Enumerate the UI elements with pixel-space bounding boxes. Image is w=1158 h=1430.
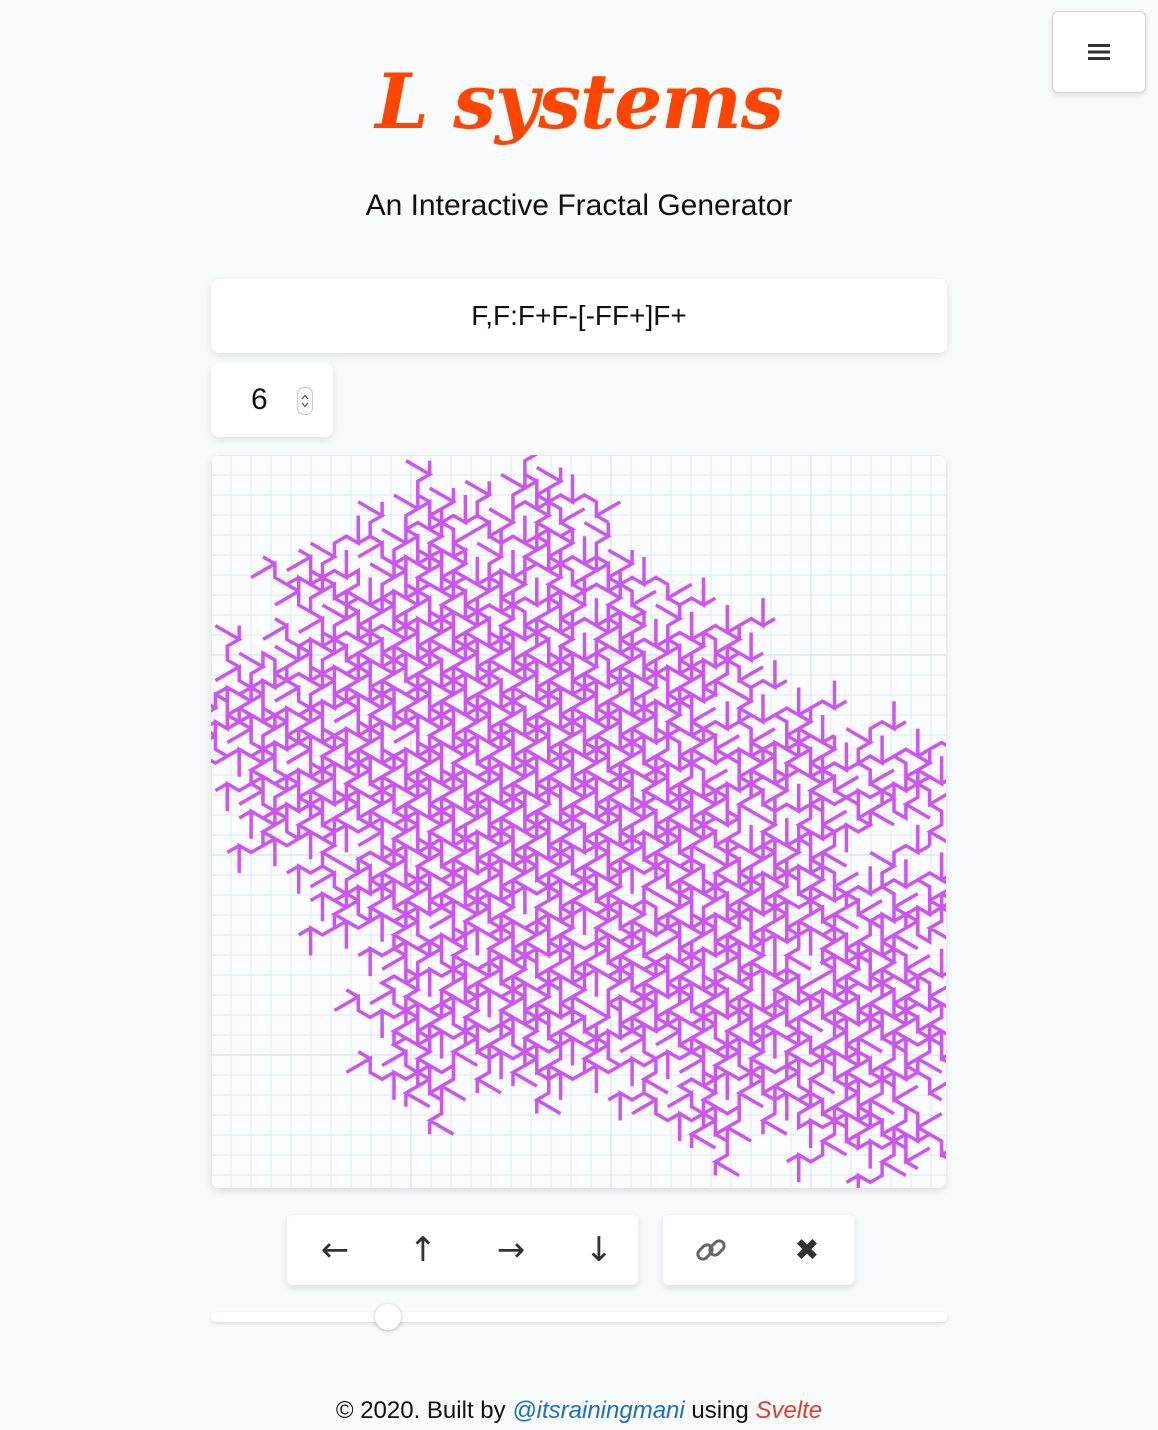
page-title: L systems [375, 57, 783, 146]
iterations-value: 6 [251, 383, 268, 416]
iterations-stepper[interactable] [297, 387, 313, 415]
iterations-input[interactable]: 6 [211, 363, 333, 437]
zoom-slider[interactable] [211, 1304, 947, 1330]
svelte-link[interactable]: Svelte [755, 1397, 823, 1424]
chevron-up-icon[interactable] [301, 394, 309, 400]
slider-thumb[interactable] [374, 1304, 401, 1330]
menu-button[interactable] [1052, 11, 1146, 93]
pan-left-button[interactable]: ← [320, 1230, 350, 1270]
clear-button[interactable]: ✖ [794, 1232, 820, 1268]
pan-down-button[interactable]: ↓ [584, 1230, 614, 1270]
author-link[interactable]: @itsrainingmani [512, 1397, 685, 1424]
footer-middle: using [684, 1397, 756, 1424]
share-link-button[interactable] [663, 1215, 759, 1285]
pan-controls: ← ↑ → ↓ [287, 1215, 638, 1285]
action-controls: ✖ [663, 1215, 854, 1285]
hamburger-icon [1088, 44, 1110, 60]
pan-right-button[interactable]: → [496, 1230, 526, 1270]
fractal-drawing [211, 455, 946, 1188]
pan-up-button[interactable]: ↑ [408, 1230, 438, 1270]
fractal-canvas[interactable] [211, 455, 946, 1188]
fractal-stroke [211, 455, 946, 1188]
footer-prefix: © 2020. Built by [335, 1397, 513, 1424]
fractal-path [211, 455, 946, 1188]
chevron-down-icon[interactable] [301, 402, 309, 408]
link-icon [696, 1239, 726, 1261]
rule-input[interactable]: F,F:F+F-[-FF+]F+ [211, 279, 947, 353]
footer: © 2020. Built by @itsrainingmani using S… [0, 1394, 1158, 1428]
page-subtitle: An Interactive Fractal Generator [365, 189, 793, 222]
